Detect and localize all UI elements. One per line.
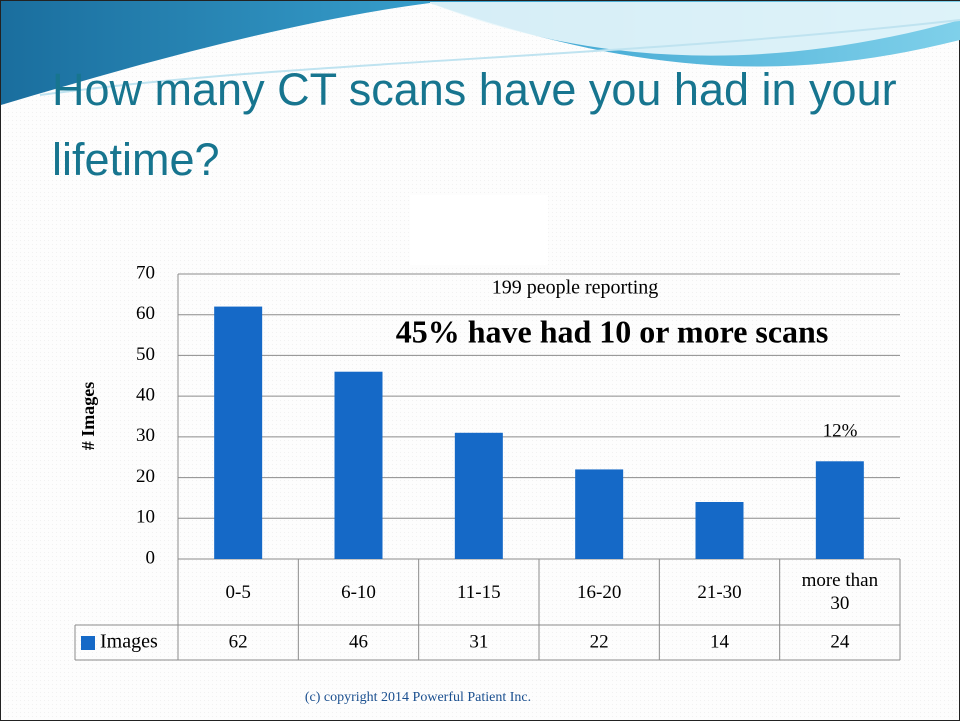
x-tick-label: 21-30 — [659, 559, 779, 625]
bar — [214, 307, 262, 559]
bar — [575, 469, 623, 559]
table-value: 62 — [229, 631, 248, 652]
bar — [696, 502, 744, 559]
x-tick-label: 6-10 — [298, 559, 418, 625]
x-tick-box: more than 30 — [780, 559, 900, 625]
footer: (c) copyright 2014 Powerful Patient Inc. — [305, 690, 531, 705]
annotation: 45% have had 10 or more scans — [396, 313, 829, 349]
x-tick-box: 16-20 — [539, 559, 659, 625]
y-tick-label: 40 — [136, 385, 155, 406]
legend-label: Images — [100, 631, 158, 653]
y-tick-label: 60 — [136, 303, 155, 324]
bar — [816, 461, 864, 559]
x-tick-box: 11-15 — [419, 559, 539, 625]
legend-swatch — [81, 636, 95, 650]
y-axis-label: # Images — [78, 382, 98, 451]
chart-title: How many CT scans have you had in your l… — [52, 55, 912, 195]
table-value: 14 — [710, 631, 730, 652]
y-tick-label: 20 — [136, 466, 155, 487]
y-tick-label: 0 — [146, 547, 156, 568]
y-tick-label: 50 — [136, 344, 155, 365]
bar — [335, 372, 383, 559]
annotation: 12% — [823, 420, 858, 441]
slide: How many CT scans have you had in your l… — [0, 0, 960, 721]
y-tick-label: 10 — [136, 507, 155, 528]
table-value: 31 — [469, 631, 488, 652]
bar — [455, 433, 503, 559]
y-tick-label: 30 — [136, 425, 155, 446]
title-box: How many CT scans have you had in your l… — [52, 55, 912, 195]
y-tick-label: 70 — [136, 262, 155, 283]
table-value: 46 — [349, 631, 368, 652]
x-tick-label: 0-5 — [178, 559, 298, 625]
table-value: 22 — [590, 631, 609, 652]
x-tick-box: 6-10 — [298, 559, 418, 625]
x-tick-box: 21-30 — [659, 559, 779, 625]
annotation: 199 people reporting — [492, 277, 659, 299]
table-value: 24 — [830, 631, 850, 652]
x-tick-label: 11-15 — [419, 559, 539, 625]
x-tick-box: 0-5 — [178, 559, 298, 625]
blank-box — [410, 195, 548, 265]
x-tick-label: 16-20 — [539, 559, 659, 625]
x-tick-label: more than 30 — [780, 559, 900, 625]
